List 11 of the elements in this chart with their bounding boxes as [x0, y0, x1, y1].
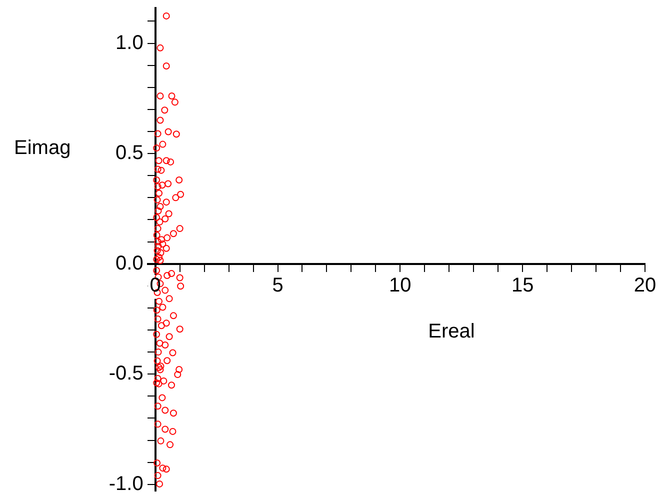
x-tick-label: 15 — [511, 274, 534, 296]
x-tick-label: 10 — [389, 274, 412, 296]
y-tick-label: -1.0 — [108, 472, 144, 495]
y-axis-title: Eimag — [14, 137, 71, 160]
y-tick-label: 0.5 — [116, 142, 144, 164]
x-axis-title: Ereal — [428, 320, 475, 342]
x-tick-label: 20 — [634, 274, 656, 296]
y-tick-label: 0.0 — [116, 252, 144, 274]
y-tick-label: 1.0 — [116, 32, 144, 54]
y-tick-label: -0.5 — [108, 362, 144, 385]
x-tick-label: 5 — [272, 274, 284, 296]
